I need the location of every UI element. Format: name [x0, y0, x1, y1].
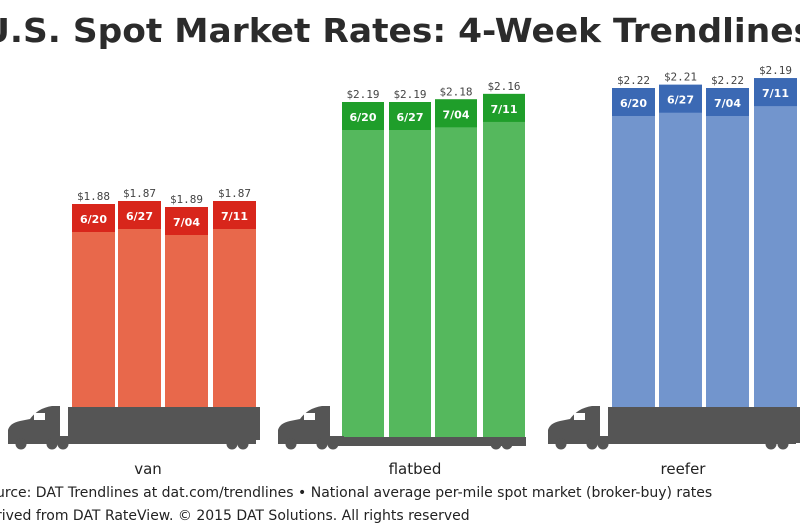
value-label: $2.19	[393, 88, 426, 101]
value-label: $1.87	[218, 187, 251, 200]
bar-van-7/04	[165, 207, 208, 407]
trailer	[608, 407, 800, 443]
date-label: 7/04	[714, 97, 741, 110]
value-label: $1.89	[170, 193, 203, 206]
bar-header-reefer-6/20	[612, 88, 655, 116]
wheel	[15, 438, 27, 450]
date-label: 7/11	[762, 87, 789, 100]
value-label: $2.16	[487, 80, 520, 93]
bar-header-flatbed-7/11	[483, 93, 525, 122]
bar-flatbed-6/20	[342, 102, 384, 437]
group-flatbed: 6/20 $2.19 6/27 $2.19 7/04 $2.18 7/11 $2.16 flat…	[278, 80, 526, 478]
wheel	[285, 438, 297, 450]
value-label: $1.88	[77, 190, 110, 203]
bar-van-6/27	[118, 201, 161, 407]
truck-cab	[278, 406, 344, 444]
chassis	[322, 438, 522, 444]
bar-van-6/20	[72, 204, 115, 407]
footer-line-2: rived from DAT RateView. © 2015 DAT Solu…	[0, 508, 470, 524]
bar-reefer-7/11	[754, 78, 797, 407]
bar-header-reefer-6/27	[659, 84, 702, 113]
truck-window	[304, 413, 315, 420]
truck-window	[574, 413, 585, 420]
date-label: 7/04	[443, 108, 470, 121]
value-label: $2.22	[617, 74, 650, 87]
date-label: 7/11	[491, 103, 518, 116]
bar-flatbed-7/04	[435, 99, 477, 438]
date-label: 6/20	[80, 213, 107, 226]
date-label: 6/20	[350, 111, 377, 124]
wheel	[555, 438, 567, 450]
bar-van-7/11	[213, 201, 256, 407]
truck-flatbed-icon	[278, 406, 526, 450]
date-label: 7/11	[221, 210, 248, 223]
date-label: 6/27	[667, 94, 694, 107]
value-label: $2.19	[346, 88, 379, 101]
truck-van-icon	[8, 406, 260, 450]
group-reefer: 6/20 $2.22 6/27 $2.21 7/04 $2.22 7/11 $2.19 reef…	[548, 64, 800, 478]
bar-reefer-6/20	[612, 88, 655, 407]
bar-header-van-7/04	[165, 207, 208, 235]
value-label: $2.18	[439, 85, 472, 98]
chart-title: U.S. Spot Market Rates: 4-Week Trendline…	[0, 11, 800, 50]
category-label-flatbed: flatbed	[389, 460, 442, 478]
bar-header-van-6/20	[72, 204, 115, 232]
value-label: $2.21	[664, 71, 697, 84]
category-label-van: van	[134, 460, 162, 478]
truck-cab	[548, 406, 614, 444]
category-label-reefer: reefer	[661, 460, 707, 478]
bar-reefer-6/27	[659, 84, 702, 407]
truck-window	[34, 413, 45, 420]
truck-cab	[8, 406, 74, 444]
date-label: 6/27	[397, 111, 424, 124]
bar-header-flatbed-6/27	[389, 102, 431, 130]
bar-flatbed-6/27	[389, 102, 431, 437]
date-label: 7/04	[173, 216, 200, 229]
bar-header-van-6/27	[118, 201, 161, 229]
bar-header-van-7/11	[213, 201, 256, 229]
bar-header-reefer-7/04	[706, 88, 749, 116]
group-van: 6/20 $1.88 6/27 $1.87 7/04 $1.89 7/11 $1.87 van	[8, 187, 260, 478]
truck-reefer-icon	[548, 406, 800, 450]
value-label: $2.22	[711, 74, 744, 87]
bar-header-flatbed-7/04	[435, 99, 477, 128]
chassis	[592, 438, 796, 444]
chassis	[52, 438, 256, 444]
bar-header-flatbed-6/20	[342, 102, 384, 130]
trailer	[68, 407, 260, 440]
bar-reefer-7/04	[706, 88, 749, 407]
bar-flatbed-7/11	[483, 93, 525, 438]
date-label: 6/27	[126, 210, 153, 223]
bar-header-reefer-7/11	[754, 78, 797, 107]
footer-line-1: urce: DAT Trendlines at dat.com/trendlin…	[0, 485, 712, 501]
value-label: $1.87	[123, 187, 156, 200]
value-label: $2.19	[759, 64, 792, 77]
date-label: 6/20	[620, 97, 647, 110]
